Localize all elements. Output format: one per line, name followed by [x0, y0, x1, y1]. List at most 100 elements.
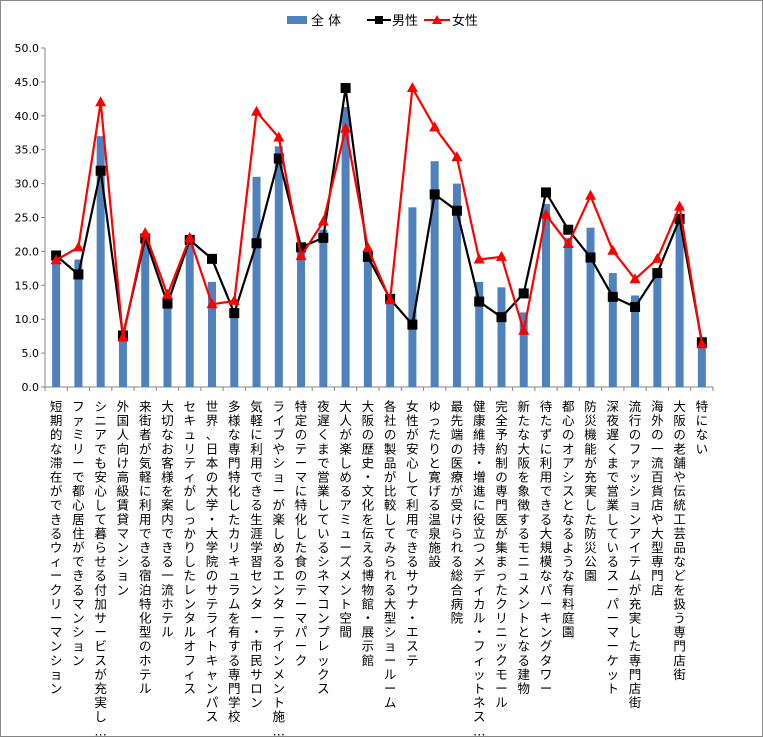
legend-label-male: 男性	[392, 14, 418, 29]
point-male	[340, 83, 351, 94]
category-label: ゆったりと寛げる温泉施設	[428, 399, 441, 569]
point-female	[340, 122, 352, 133]
point-female	[562, 237, 574, 248]
point-female	[495, 250, 507, 261]
bar-total	[274, 146, 283, 387]
category-label: 健康維持・増進に役立つメディカル・フィットネス…	[473, 399, 486, 738]
legend-swatch-male-marker	[375, 16, 383, 24]
category-label: 大阪の老舗や伝統工芸品などを扱う専門店街	[673, 399, 686, 682]
point-female	[429, 121, 441, 132]
bar-total	[230, 309, 239, 387]
category-label: 世界、日本の大学・大学院のサテライトキャンパス	[206, 399, 219, 724]
point-female	[95, 96, 107, 107]
point-male	[318, 232, 329, 243]
category-label: 最先端の医療が受けられる総合病院	[451, 399, 464, 626]
point-male	[162, 298, 173, 309]
bar-total	[52, 258, 61, 387]
category-label: セキュリティがしっかりしたレンタルオフィス	[183, 399, 196, 696]
category-label: 深夜遅くまで営業しているスーパーマーケット	[607, 399, 620, 696]
category-label: 待たずに利用できる大規模なパーキングタワー	[540, 399, 553, 696]
bar-total	[608, 273, 617, 387]
y-tick-label: 10.0	[15, 313, 40, 326]
point-female	[451, 151, 463, 162]
category-label: 特にない	[696, 399, 709, 456]
bar-total	[363, 252, 372, 387]
category-label: 海外の一流百貨店や大型専門店	[651, 399, 664, 597]
point-female	[206, 298, 218, 309]
y-tick-label: 0.0	[22, 381, 40, 394]
y-tick-label: 25.0	[15, 212, 40, 225]
point-female	[384, 294, 396, 305]
category-label: 多様な専門特化したカリキュラムを有する専門学校	[228, 399, 241, 724]
point-female	[473, 253, 485, 264]
point-male	[207, 253, 217, 264]
point-male	[674, 213, 685, 224]
y-tick-label: 30.0	[15, 178, 40, 191]
point-male	[563, 224, 574, 235]
legend: 全 体 男性 女性	[287, 13, 478, 29]
series-line	[55, 86, 703, 345]
y-tick-label: 45.0	[15, 76, 40, 89]
point-female	[362, 242, 374, 253]
point-female	[607, 244, 619, 255]
bar-total	[386, 300, 395, 387]
line-series-female	[50, 82, 708, 349]
point-female	[696, 338, 708, 349]
point-male	[451, 205, 462, 216]
point-female	[518, 324, 530, 335]
point-male	[607, 291, 618, 302]
bar-total	[319, 229, 328, 387]
legend-label-female: 女性	[452, 13, 478, 29]
point-male	[407, 319, 418, 330]
category-label: 女性が安心して利用できるサウナ・エステ	[406, 399, 419, 668]
bar-total	[74, 259, 83, 387]
category-label: 新たな大阪を象徴するモニュメントとなる建物	[517, 399, 530, 696]
point-male	[429, 189, 440, 200]
point-female	[161, 288, 173, 299]
category-labels: 短期的な滞在ができるウィークリーマンションファミリーで都心居住ができるマンション…	[50, 399, 708, 738]
point-female	[317, 215, 329, 226]
y-tick-label: 15.0	[15, 279, 40, 292]
category-label: 短期的な滞在ができるウィークリーマンション	[50, 399, 63, 696]
point-female	[184, 231, 196, 242]
point-male	[541, 187, 551, 198]
point-male	[73, 269, 84, 280]
bar-total	[208, 281, 216, 387]
legend-swatch-female-marker	[432, 15, 442, 24]
category-label: 来街者が気軽に利用できる宿泊特化型のホテル	[139, 399, 152, 696]
bar-total	[564, 237, 573, 387]
category-label: 外国人向け高級賃貸マンション	[117, 399, 130, 597]
bar-total	[519, 312, 528, 387]
point-male	[585, 252, 596, 263]
bar-total	[118, 336, 127, 387]
bar-total	[631, 295, 640, 387]
category-label: 大阪の歴史・文化を伝える博物館・展示館	[362, 399, 375, 668]
point-female	[295, 250, 307, 261]
point-male	[273, 153, 284, 164]
bar-total	[586, 227, 595, 387]
line-series-male	[51, 83, 707, 348]
bar-total	[653, 268, 662, 387]
y-axis: 0.0 5.0 10.0 15.0 20.0 25.0 30.0 35.0 40.0 45.0 50…	[15, 42, 46, 394]
category-label: 大人が楽しめるアミューズメント空間	[339, 399, 352, 640]
point-male	[362, 251, 373, 262]
point-female	[629, 273, 641, 284]
category-label: ライブやショーが楽しめるエンターテインメント施…	[273, 399, 286, 738]
category-label: 特定のテーマに特化した食のテーマパーク	[295, 399, 308, 668]
legend-swatch-total	[287, 16, 307, 24]
point-female	[540, 208, 552, 219]
category-label: 完全予約制の専門医が集まったクリニックモール	[495, 399, 508, 710]
y-tick-label: 50.0	[15, 42, 40, 55]
point-male	[496, 312, 507, 323]
category-label: ファミリーで都心居住ができるマンション	[72, 399, 85, 668]
bar-total	[675, 214, 684, 387]
category-label: シニアでも安心して暮らせる付加サービスが充実し…	[94, 399, 107, 738]
category-label: 大切なお客様を案内できる一流ホテル	[161, 399, 174, 640]
point-male	[652, 268, 663, 279]
y-tick-label: 20.0	[15, 245, 40, 258]
bar-total	[141, 235, 150, 387]
bar-total	[252, 176, 261, 387]
series-line	[55, 86, 703, 343]
x-axis	[44, 386, 714, 391]
